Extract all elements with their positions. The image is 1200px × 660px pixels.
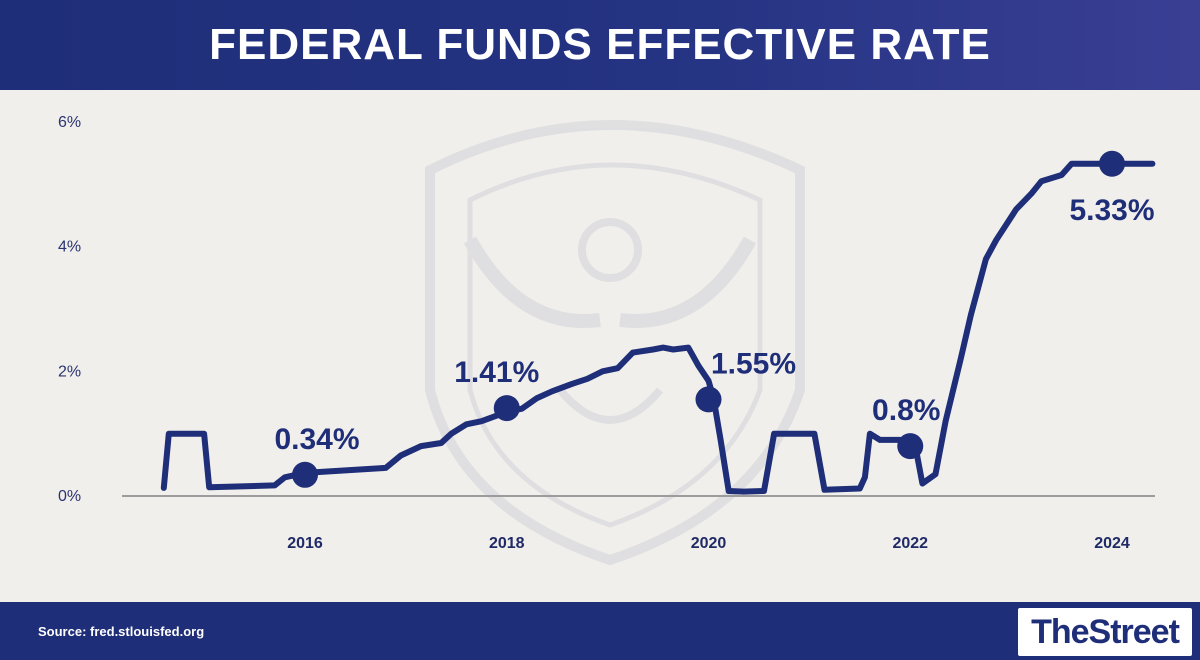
data-point-marker — [897, 433, 924, 460]
y-tick-label: 2% — [58, 363, 81, 380]
data-point-marker — [292, 461, 318, 488]
data-point-label: 5.33% — [1069, 194, 1154, 227]
chart-title: FEDERAL FUNDS EFFECTIVE RATE — [209, 20, 991, 69]
chart-area: 0% 2% 4% 6% 2016 2018 2020 2022 2024 0.34% 1.41% 1… — [0, 90, 1200, 602]
data-point-label: 0.8% — [872, 394, 940, 427]
thestreet-logo[interactable]: TheStreet — [1018, 608, 1192, 656]
x-tick-label: 2020 — [691, 535, 727, 552]
federal-reserve-seal-watermark-icon — [425, 120, 805, 566]
x-tick-label: 2018 — [489, 535, 525, 552]
x-tick-label: 2024 — [1094, 535, 1130, 552]
line-chart: 0% 2% 4% 6% 2016 2018 2020 2022 2024 0.34% 1.41% 1… — [58, 114, 1156, 566]
logo-text: TheStreet — [1031, 612, 1180, 651]
data-point-label: 1.55% — [711, 347, 796, 380]
data-point-marker — [493, 395, 520, 422]
y-tick-label: 6% — [58, 114, 81, 131]
chart-header: FEDERAL FUNDS EFFECTIVE RATE — [0, 0, 1200, 90]
data-point-label: 0.34% — [274, 423, 359, 456]
x-tick-label: 2016 — [287, 535, 323, 552]
data-point-label: 1.41% — [454, 356, 539, 389]
data-point-marker — [695, 386, 722, 413]
y-tick-label: 0% — [58, 488, 81, 505]
y-tick-label: 4% — [58, 239, 81, 256]
chart-footer: Source: fred.stlouisfed.org TheStreet — [0, 602, 1200, 660]
x-tick-label: 2022 — [892, 535, 928, 552]
source-note: Source: fred.stlouisfed.org — [38, 624, 205, 639]
data-point-marker — [1099, 150, 1125, 177]
series-line — [160, 160, 1156, 495]
